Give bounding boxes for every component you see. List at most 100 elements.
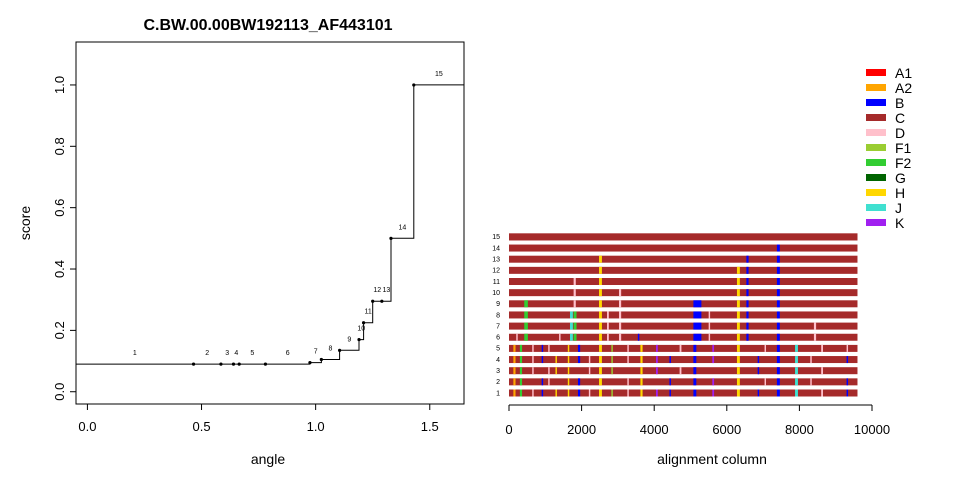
sequence-bar xyxy=(509,278,858,285)
score-point xyxy=(389,236,393,240)
subtype-segment xyxy=(573,311,577,319)
subtype-segment xyxy=(846,378,849,386)
subtype-segment xyxy=(776,389,780,397)
subtype-segment xyxy=(693,367,697,375)
subtype-segment xyxy=(776,378,780,386)
subtype-segment xyxy=(567,367,570,375)
y-axis-label: score xyxy=(17,206,33,240)
subtype-segment xyxy=(569,333,573,341)
legend-label: G xyxy=(895,170,906,186)
subtype-segment xyxy=(746,255,749,263)
subtype-segment xyxy=(569,322,573,330)
subtype-segment xyxy=(712,356,715,364)
legend-label: H xyxy=(895,185,905,201)
subtype-segment xyxy=(679,367,682,375)
subtype-segment xyxy=(736,333,740,341)
subtype-segment xyxy=(736,344,740,352)
subtype-segment xyxy=(599,344,602,352)
point-label: 15 xyxy=(435,71,443,78)
subtype-segment xyxy=(795,367,798,375)
subtype-segment xyxy=(708,333,711,341)
subtype-segment xyxy=(627,344,629,352)
score-point xyxy=(319,357,323,362)
subtype-segment xyxy=(736,300,740,308)
row-label: 13 xyxy=(492,257,500,264)
y-tick-label: 1.0 xyxy=(52,76,67,94)
row-label: 10 xyxy=(492,290,500,297)
subtype-segment xyxy=(559,333,561,341)
subtype-segment xyxy=(555,367,557,375)
subtype-segment xyxy=(776,244,780,252)
x-tick-label: 1.5 xyxy=(421,419,439,434)
subtype-segment xyxy=(555,356,557,364)
subtype-segment xyxy=(555,389,557,397)
subtype-segment xyxy=(567,344,570,352)
subtype-segment xyxy=(795,378,798,386)
subtype-segment xyxy=(577,389,581,397)
subtype-segment xyxy=(524,322,528,330)
y-tick-label: 0.0 xyxy=(52,383,67,401)
subtype-segment xyxy=(693,356,697,364)
subtype-segment xyxy=(509,233,858,241)
subtype-segment xyxy=(532,356,534,364)
subtype-segment xyxy=(757,367,760,375)
subtype-segment xyxy=(599,356,602,364)
alignment-tick-label: 10000 xyxy=(854,422,890,437)
legend-swatch xyxy=(866,99,886,106)
subtype-segment xyxy=(567,356,570,364)
row-label: 14 xyxy=(492,245,500,252)
subtype-segment xyxy=(519,367,523,375)
score-point xyxy=(338,348,342,352)
x-tick-label: 1.0 xyxy=(307,419,325,434)
subtype-segment xyxy=(569,311,573,319)
plot-title: C.BW.00.00BW192113_AF443101 xyxy=(143,17,392,34)
subtype-segment xyxy=(810,356,812,364)
score-point xyxy=(231,362,236,366)
legend-swatch xyxy=(866,189,886,196)
subtype-segment xyxy=(548,378,550,386)
legend-swatch xyxy=(866,144,886,151)
point-label: 10 xyxy=(357,326,365,333)
subtype-segment xyxy=(567,378,570,386)
score-point xyxy=(219,362,223,366)
row-label: 7 xyxy=(496,323,500,330)
row-label: 11 xyxy=(493,279,500,286)
subtype-segment xyxy=(640,344,643,352)
point-label: 13 xyxy=(383,287,391,294)
subtype-segment xyxy=(776,289,780,297)
legend-label: C xyxy=(895,110,905,126)
point-label: 2 xyxy=(205,350,209,357)
subtype-segment xyxy=(607,311,609,319)
subtype-segment xyxy=(708,311,711,319)
subtype-segment xyxy=(532,344,534,352)
subtype-segment xyxy=(599,278,602,285)
x-axis-ticks: 0.0 0.5 1.0 1.5 xyxy=(78,404,439,434)
subtype-segment xyxy=(736,378,740,386)
subtype-segment xyxy=(599,266,602,274)
subtype-segment xyxy=(516,333,518,341)
score-point xyxy=(357,337,361,342)
subtype-segment xyxy=(577,356,581,364)
subtype-segment xyxy=(736,356,740,364)
subtype-segment xyxy=(746,333,749,341)
subtype-segment xyxy=(627,378,629,386)
plot-frame xyxy=(75,41,465,405)
point-label: 3 xyxy=(225,350,229,357)
subtype-segment xyxy=(532,367,534,375)
subtype-segment xyxy=(821,344,823,352)
legend-label: F2 xyxy=(895,155,912,171)
subtype-segment xyxy=(577,378,581,386)
subtype-segment xyxy=(513,389,516,397)
subtype-segment xyxy=(573,289,576,297)
subtype-segment xyxy=(746,266,749,274)
row-label: 6 xyxy=(496,335,500,342)
subtype-segment xyxy=(846,389,849,397)
subtype-segment xyxy=(693,344,697,352)
subtype-segment xyxy=(693,333,702,341)
subtype-segment xyxy=(573,300,576,308)
subtype-segment xyxy=(541,389,544,397)
subtype-segment xyxy=(776,356,780,364)
subtype-segment xyxy=(640,389,643,397)
subtype-segment xyxy=(669,378,671,386)
